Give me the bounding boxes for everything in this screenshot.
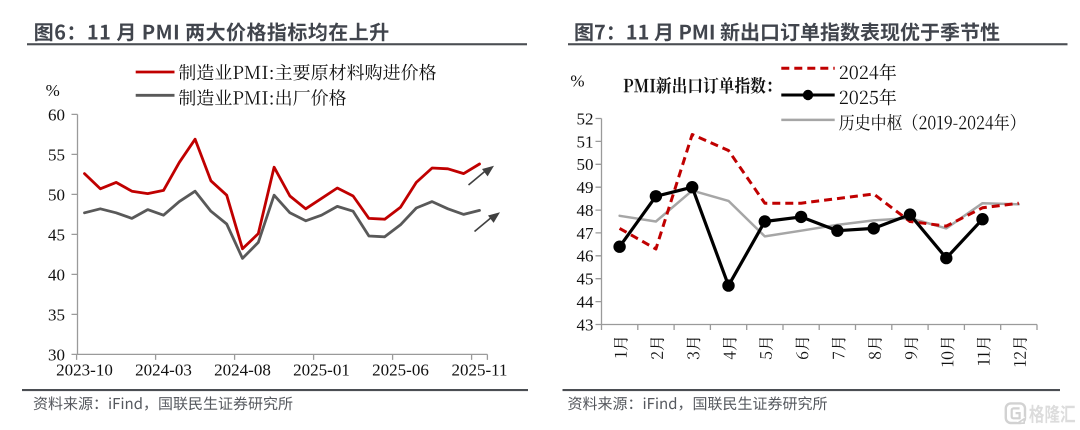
svg-text:%: % [570, 72, 584, 91]
svg-text:44: 44 [577, 293, 595, 312]
svg-text:60: 60 [48, 105, 65, 124]
svg-text:50: 50 [48, 185, 65, 204]
svg-text:45: 45 [48, 225, 65, 244]
svg-text:2025-01: 2025-01 [293, 361, 350, 380]
svg-text:43: 43 [577, 315, 594, 334]
svg-text:2024-03: 2024-03 [135, 361, 192, 380]
svg-text:55: 55 [48, 145, 65, 164]
svg-text:2024-08: 2024-08 [214, 361, 271, 380]
svg-text:2025-06: 2025-06 [372, 361, 429, 380]
svg-text:2023-10: 2023-10 [56, 361, 113, 380]
svg-text:51: 51 [577, 132, 594, 151]
svg-text:50: 50 [577, 155, 594, 174]
svg-text:45: 45 [577, 270, 594, 289]
svg-text:40: 40 [48, 265, 65, 284]
svg-text:52: 52 [577, 109, 594, 128]
svg-text:47: 47 [577, 224, 595, 243]
svg-text:46: 46 [577, 247, 594, 266]
svg-text:49: 49 [577, 178, 594, 197]
svg-text:30: 30 [48, 345, 65, 364]
svg-text:48: 48 [577, 201, 594, 220]
svg-text:35: 35 [48, 305, 65, 324]
svg-text:%: % [46, 81, 60, 100]
svg-text:2025-11: 2025-11 [451, 361, 507, 380]
